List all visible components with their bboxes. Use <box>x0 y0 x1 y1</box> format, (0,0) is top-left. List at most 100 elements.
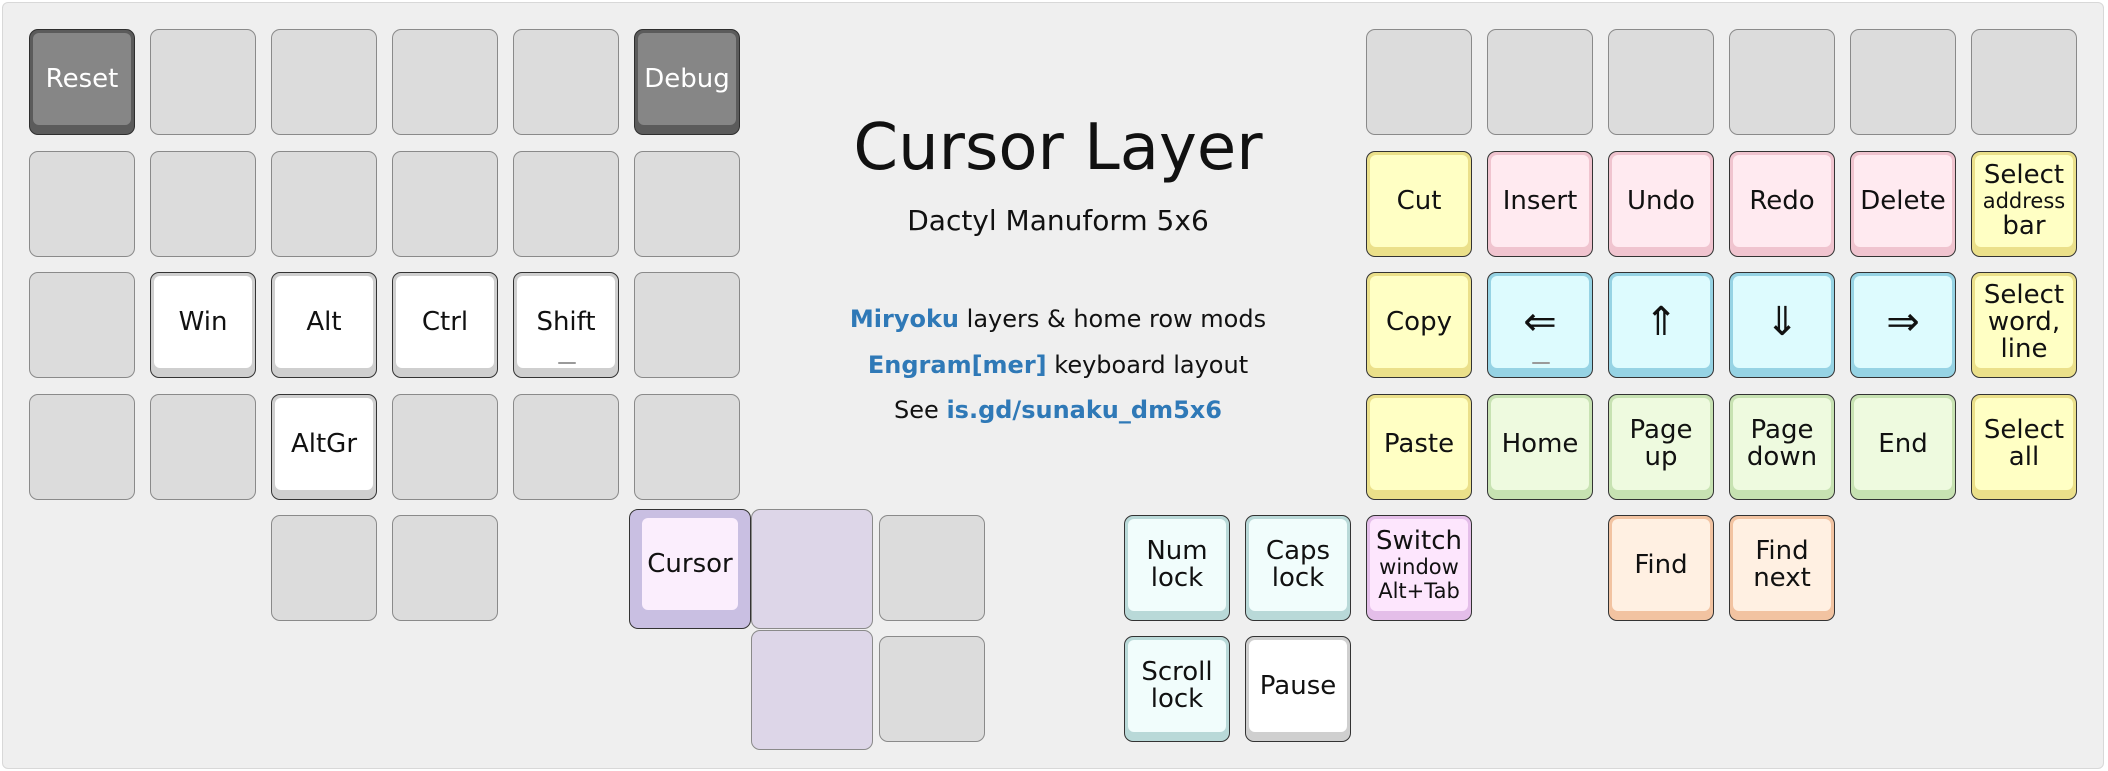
key-blank <box>513 29 619 135</box>
key-blank <box>392 151 498 257</box>
key-label: Switch <box>1376 525 1462 556</box>
key-delete: Delete <box>1850 151 1956 257</box>
arrow-down-icon: ⇓ <box>1765 299 1799 345</box>
key-label: AltGr <box>290 428 358 459</box>
key-label: Win <box>178 306 228 337</box>
key-label: lock <box>1271 563 1325 593</box>
info-line-miryoku: Miryoku layers & home row mods <box>793 303 1323 335</box>
key-blank <box>150 29 256 135</box>
key-label: Ctrl <box>421 306 469 337</box>
short-url-link[interactable]: is.gd/sunaku_dm5x6 <box>946 396 1222 424</box>
key-arrow-up: ⇑ <box>1608 272 1714 378</box>
key-home: Home <box>1487 394 1593 500</box>
key-label: all <box>2008 442 2040 472</box>
key-cursor-layer: Cursor <box>629 509 751 629</box>
key-debug: Debug <box>634 29 740 135</box>
key-scroll-lock: Scroll lock <box>1124 636 1230 742</box>
key-blank <box>513 151 619 257</box>
key-label: word, <box>1987 306 2061 337</box>
key-label: Find <box>1755 536 1809 566</box>
key-label: lock <box>1150 684 1204 714</box>
key-label: Page <box>1750 415 1814 445</box>
key-label: lock <box>1150 563 1204 593</box>
key-select-address-bar: Select address bar <box>1971 151 2077 257</box>
key-blank <box>879 636 985 742</box>
home-row-marker <box>1532 362 1550 364</box>
key-insert: Insert <box>1487 151 1593 257</box>
info-line-miryoku-text: layers & home row mods <box>959 305 1267 333</box>
key-caps-lock: Caps lock <box>1245 515 1351 621</box>
key-label: Shift <box>536 306 596 337</box>
key-blank <box>271 29 377 135</box>
key-blank <box>1608 29 1714 135</box>
keyboard-subtitle: Dactyl Manuform 5x6 <box>907 204 1209 237</box>
key-label: Cursor <box>647 548 733 579</box>
key-select-word-line: Select word, line <box>1971 272 2077 378</box>
key-end: End <box>1850 394 1956 500</box>
arrow-right-icon: ⇒ <box>1886 299 1920 345</box>
key-arrow-left: ⇐ <box>1487 272 1593 378</box>
key-label: Page <box>1629 415 1693 445</box>
engram-link[interactable]: Engram[mer] <box>867 351 1047 379</box>
key-label: next <box>1753 563 1811 593</box>
key-alt: Alt <box>271 272 377 378</box>
key-page-down: Page down <box>1729 394 1835 500</box>
key-label: Debug <box>644 63 730 94</box>
key-reset: Reset <box>29 29 135 135</box>
key-label: Find <box>1634 549 1688 580</box>
key-label: Undo <box>1627 185 1695 216</box>
key-label: Redo <box>1749 185 1815 216</box>
key-label: Alt+Tab <box>1378 578 1460 603</box>
key-blank <box>634 394 740 500</box>
key-label: Copy <box>1386 306 1452 337</box>
key-layer-blank <box>751 630 873 750</box>
key-label: up <box>1644 442 1678 472</box>
key-blank <box>29 394 135 500</box>
key-blank <box>634 151 740 257</box>
key-label: window <box>1379 554 1459 579</box>
key-blank <box>29 272 135 378</box>
key-blank <box>634 272 740 378</box>
arrow-left-icon: ⇐ <box>1523 299 1557 345</box>
info-line-see: See is.gd/sunaku_dm5x6 <box>793 394 1323 426</box>
key-ctrl: Ctrl <box>392 272 498 378</box>
key-num-lock: Num lock <box>1124 515 1230 621</box>
key-pause: Pause <box>1245 636 1351 742</box>
key-label: Paste <box>1383 428 1455 459</box>
key-label: Scroll <box>1141 657 1213 687</box>
key-find-next: Find next <box>1729 515 1835 621</box>
miryoku-link[interactable]: Miryoku <box>849 305 960 333</box>
key-redo: Redo <box>1729 151 1835 257</box>
home-row-marker <box>558 362 576 364</box>
key-cut: Cut <box>1366 151 1472 257</box>
key-switch-window: Switch window Alt+Tab <box>1366 515 1472 621</box>
key-label: Select <box>1983 160 2065 190</box>
key-label: address <box>1982 189 2066 213</box>
key-label: Num <box>1146 536 1208 566</box>
key-label: line <box>2000 333 2048 364</box>
key-arrow-down: ⇓ <box>1729 272 1835 378</box>
key-label: Insert <box>1502 185 1578 216</box>
key-blank <box>29 151 135 257</box>
key-undo: Undo <box>1608 151 1714 257</box>
key-blank <box>392 515 498 621</box>
key-blank <box>1971 29 2077 135</box>
key-label: Pause <box>1259 670 1337 701</box>
key-arrow-right: ⇒ <box>1850 272 1956 378</box>
info-line-engram-text: keyboard layout <box>1046 351 1249 379</box>
key-label: Cut <box>1396 185 1442 216</box>
arrow-up-icon: ⇑ <box>1644 299 1678 345</box>
key-label: End <box>1878 428 1928 459</box>
key-label: bar <box>2002 211 2046 241</box>
key-blank <box>1729 29 1835 135</box>
key-blank <box>150 151 256 257</box>
info-line-engram: Engram[mer] keyboard layout <box>793 349 1323 381</box>
key-paste: Paste <box>1366 394 1472 500</box>
key-blank <box>1850 29 1956 135</box>
key-altgr: AltGr <box>271 394 377 500</box>
key-label: Reset <box>45 63 119 94</box>
key-label: Home <box>1501 428 1579 459</box>
key-win: Win <box>150 272 256 378</box>
key-find: Find <box>1608 515 1714 621</box>
